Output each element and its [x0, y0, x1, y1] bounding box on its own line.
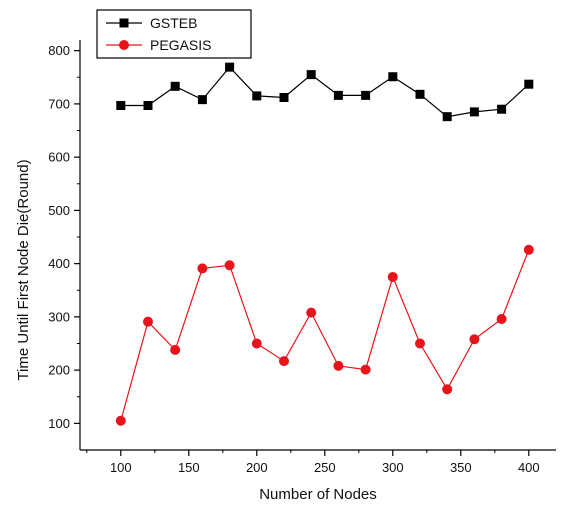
plot-frame	[79, 40, 556, 451]
data-point-gsteb	[415, 89, 425, 99]
y-tick-label: 600	[48, 150, 70, 165]
data-point-pegasis	[469, 334, 480, 345]
data-point-pegasis	[115, 415, 126, 426]
x-tick-label: 100	[110, 460, 132, 475]
data-point-gsteb	[225, 62, 235, 72]
data-point-pegasis	[415, 338, 425, 349]
legend: GSTEB PEGASIS	[96, 9, 252, 59]
data-point-pegasis	[279, 356, 289, 367]
y-tick-label: 300	[48, 309, 70, 324]
data-point-pegasis	[143, 316, 153, 327]
data-point-pegasis	[333, 360, 344, 371]
legend-marker-pegasis	[119, 40, 129, 50]
x-tick-label: 250	[314, 460, 336, 475]
data-point-gsteb	[306, 70, 316, 80]
x-tick-label: 400	[518, 460, 540, 475]
y-axis-title: Time Until First Node Die(Round)	[15, 159, 32, 380]
data-point-gsteb	[469, 107, 479, 117]
x-axis-ticks: 100 150 200 250 300 350 400	[86, 450, 540, 475]
legend-label-gsteb: GSTEB	[150, 15, 197, 31]
y-axis-ticks: 100 200 300 400 500 600 700 800	[48, 43, 80, 431]
y-tick-label: 100	[48, 416, 70, 431]
data-point-gsteb	[143, 100, 153, 110]
legend-marker-gsteb	[119, 18, 129, 28]
data-point-gsteb	[279, 93, 289, 103]
data-point-pegasis	[496, 314, 507, 325]
data-point-pegasis	[387, 271, 398, 282]
series-pegasis	[115, 244, 534, 426]
series-line-gsteb	[120, 66, 530, 118]
data-point-gsteb	[524, 79, 534, 89]
y-tick-label: 400	[48, 256, 70, 271]
data-point-gsteb	[388, 72, 398, 82]
x-axis-title: Number of Nodes	[259, 486, 377, 503]
x-tick-label: 150	[178, 460, 200, 475]
series-gsteb	[116, 62, 534, 122]
legend-box	[96, 9, 252, 59]
series-line-pegasis	[120, 249, 530, 421]
data-point-pegasis	[523, 244, 534, 255]
data-point-gsteb	[361, 90, 371, 100]
data-point-gsteb	[116, 100, 126, 110]
x-tick-label: 350	[450, 460, 472, 475]
legend-label-pegasis: PEGASIS	[150, 37, 211, 53]
data-point-pegasis	[442, 384, 453, 395]
y-tick-label: 500	[48, 203, 70, 218]
data-point-pegasis	[251, 338, 262, 349]
y-tick-label: 200	[48, 363, 70, 378]
data-point-gsteb	[333, 90, 343, 100]
series-layer	[115, 62, 534, 426]
data-point-pegasis	[170, 344, 181, 355]
data-point-gsteb	[170, 81, 180, 91]
y-tick-label: 800	[48, 43, 70, 58]
data-point-gsteb	[442, 112, 452, 122]
data-point-pegasis	[306, 307, 317, 318]
data-point-gsteb	[497, 104, 507, 114]
data-point-pegasis	[360, 364, 371, 375]
data-point-pegasis	[197, 263, 208, 274]
data-point-pegasis	[224, 260, 235, 271]
data-point-gsteb	[197, 95, 207, 105]
x-tick-label: 200	[246, 460, 268, 475]
data-point-gsteb	[252, 91, 262, 101]
x-tick-label: 300	[382, 460, 404, 475]
y-tick-label: 700	[48, 96, 70, 111]
